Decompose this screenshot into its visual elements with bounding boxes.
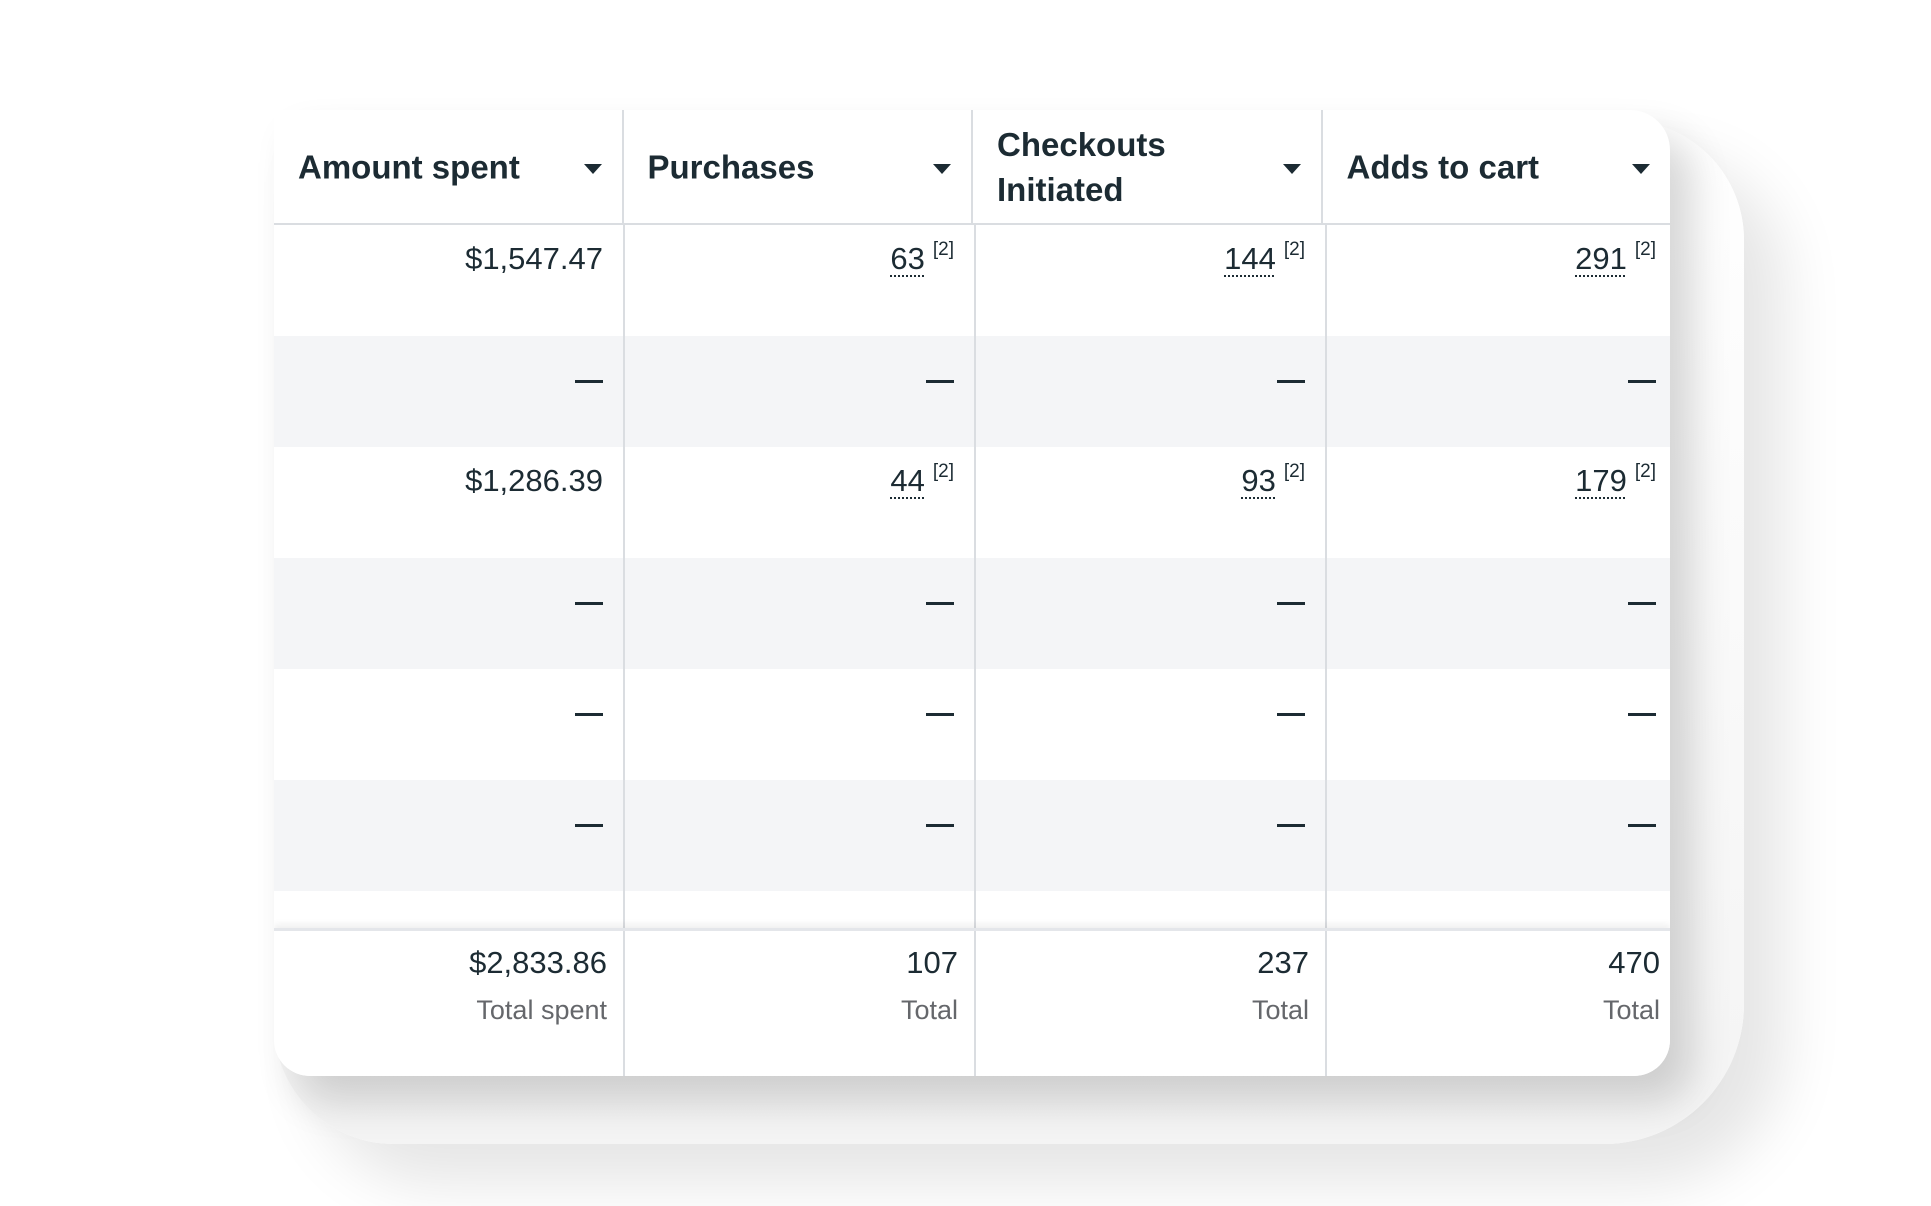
cell-value: $1,547.47 xyxy=(465,241,603,276)
table-cell xyxy=(1327,780,1670,891)
cell-value: $1,286.39 xyxy=(465,463,603,498)
table-cell xyxy=(976,780,1327,891)
empty-value-dash xyxy=(926,380,954,384)
table-row: $1,286.39 44 [2] 93 [2] 179 [2] xyxy=(274,447,1670,558)
caret-down-icon[interactable] xyxy=(1282,163,1301,174)
footnote-marker[interactable]: [2] xyxy=(932,239,954,260)
total-purchases: 107 Total xyxy=(625,931,976,1076)
empty-value-dash xyxy=(926,824,954,828)
table-cell: 291 [2] xyxy=(1327,225,1670,336)
table-cell: $1,547.47 xyxy=(274,225,625,336)
table-row xyxy=(274,891,1670,928)
caret-down-icon[interactable] xyxy=(583,163,602,174)
empty-value-dash xyxy=(1277,713,1305,717)
total-label: Total spent xyxy=(476,995,607,1025)
empty-value-dash xyxy=(1277,380,1305,384)
empty-value-dash xyxy=(1277,824,1305,828)
total-value: $2,833.86 xyxy=(469,945,607,980)
table-cell xyxy=(1327,891,1670,928)
table-cell: 44 [2] xyxy=(625,447,976,558)
empty-value-dash xyxy=(575,713,603,717)
table-cell: 93 [2] xyxy=(976,447,1327,558)
table-cell: 144 [2] xyxy=(976,225,1327,336)
table-body[interactable]: $1,547.47 63 [2] 144 [2] 291 [2] $1,286.39 44 [2]… xyxy=(274,225,1670,928)
table-cell xyxy=(274,669,625,780)
table-cell xyxy=(976,336,1327,447)
total-value: 470 xyxy=(1608,945,1660,980)
total-label: Total xyxy=(900,995,958,1025)
footnote-marker[interactable]: [2] xyxy=(932,461,954,482)
table-cell xyxy=(976,558,1327,669)
table-row xyxy=(274,336,1670,447)
table-cell xyxy=(625,669,976,780)
table-row xyxy=(274,558,1670,669)
table-cell xyxy=(274,891,625,928)
results-table: Amount spent Purchases Checkouts Initiat… xyxy=(274,110,1670,1076)
table-header: Amount spent Purchases Checkouts Initiat… xyxy=(274,110,1670,225)
metric-value-link[interactable]: 44 xyxy=(890,463,925,498)
metric-value-link[interactable]: 291 xyxy=(1575,241,1627,276)
metric-value-link[interactable]: 144 xyxy=(1224,241,1276,276)
column-header-label: Amount spent xyxy=(298,148,520,185)
column-header-label: Checkouts Initiated xyxy=(997,125,1166,208)
total-checkouts: 237 Total xyxy=(976,931,1327,1076)
table-row xyxy=(274,669,1670,780)
column-header-purchases[interactable]: Purchases xyxy=(624,110,973,223)
column-header-label: Purchases xyxy=(647,148,815,185)
table-row xyxy=(274,780,1670,891)
total-value: 237 xyxy=(1257,945,1309,980)
empty-value-dash xyxy=(575,824,603,828)
table-cell: $1,286.39 xyxy=(274,447,625,558)
total-label: Total xyxy=(1251,995,1309,1025)
total-amount-spent: $2,833.86 Total spent xyxy=(274,931,625,1076)
footnote-marker[interactable]: [2] xyxy=(1283,239,1305,260)
table-cell xyxy=(1327,669,1670,780)
table-cell xyxy=(625,558,976,669)
empty-value-dash xyxy=(1628,713,1656,717)
table-row: $1,547.47 63 [2] 144 [2] 291 [2] xyxy=(274,225,1670,336)
table-cell xyxy=(976,669,1327,780)
table-footer-totals: $2,833.86 Total spent 107 Total 237 Total 4… xyxy=(274,928,1670,1076)
table-cell xyxy=(274,558,625,669)
empty-value-dash xyxy=(1628,380,1656,384)
empty-value-dash xyxy=(926,713,954,717)
table-cell xyxy=(274,336,625,447)
column-header-adds-to-cart[interactable]: Adds to cart xyxy=(1323,110,1671,223)
empty-value-dash xyxy=(1628,824,1656,828)
footnote-marker[interactable]: [2] xyxy=(1634,239,1656,260)
empty-value-dash xyxy=(575,380,603,384)
empty-value-dash xyxy=(1628,602,1656,606)
metric-value-link[interactable]: 63 xyxy=(890,241,925,276)
empty-value-dash xyxy=(926,602,954,606)
metric-value-link[interactable]: 179 xyxy=(1575,463,1627,498)
table-cell: 179 [2] xyxy=(1327,447,1670,558)
table-cell: 63 [2] xyxy=(625,225,976,336)
column-header-label: Adds to cart xyxy=(1346,148,1540,185)
metric-value-link[interactable]: 93 xyxy=(1241,463,1276,498)
column-header-amount-spent[interactable]: Amount spent xyxy=(274,110,624,223)
table-cell xyxy=(1327,558,1670,669)
table-cell xyxy=(274,780,625,891)
table-cell xyxy=(625,336,976,447)
footnote-marker[interactable]: [2] xyxy=(1634,461,1656,482)
table-cell xyxy=(1327,336,1670,447)
total-label: Total xyxy=(1602,995,1660,1025)
total-adds-to-cart: 470 Total xyxy=(1327,931,1670,1076)
table-cell xyxy=(625,891,976,928)
empty-value-dash xyxy=(1277,602,1305,606)
table-cell xyxy=(976,891,1327,928)
footnote-marker[interactable]: [2] xyxy=(1283,461,1305,482)
table-cell xyxy=(625,780,976,891)
column-header-checkouts-initiated[interactable]: Checkouts Initiated xyxy=(973,110,1323,223)
empty-value-dash xyxy=(575,602,603,606)
caret-down-icon[interactable] xyxy=(1632,163,1650,174)
total-value: 107 xyxy=(906,945,958,980)
caret-down-icon[interactable] xyxy=(933,163,951,174)
